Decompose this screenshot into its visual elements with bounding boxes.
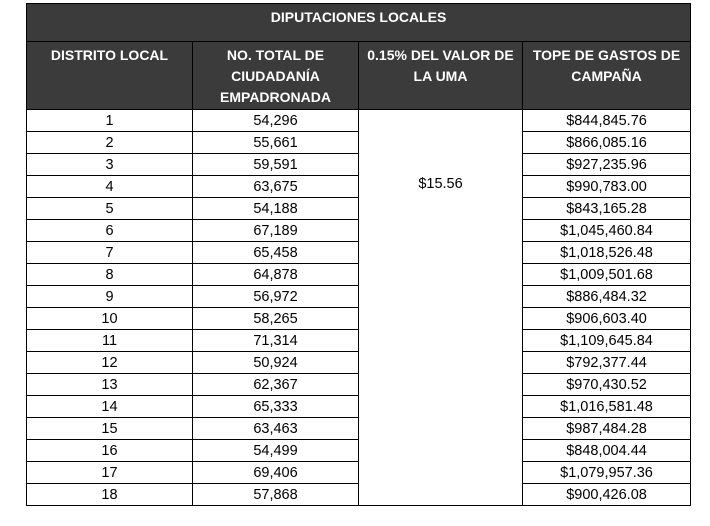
table-row: 2 55,661 $866,085.16	[26, 131, 692, 154]
table-row: 7 65,458 $1,018,526.48	[26, 241, 692, 264]
cell-tope: $1,018,526.48	[521, 241, 692, 264]
cell-ciudadania: 54,296	[192, 109, 359, 132]
cell-distrito: 4	[26, 175, 193, 198]
cell-distrito: 9	[26, 285, 193, 308]
cell-ciudadania: 54,499	[192, 439, 359, 462]
table-row: 11 71,314 $1,109,645.84	[26, 329, 692, 352]
cell-distrito: 10	[26, 307, 193, 330]
cell-distrito: 6	[26, 219, 193, 242]
cell-valor-uma: $15.56	[358, 109, 523, 506]
cell-ciudadania: 65,458	[192, 241, 359, 264]
cell-distrito: 2	[26, 131, 193, 154]
table-row: 6 67,189 $1,045,460.84	[26, 219, 692, 242]
cell-tope: $866,085.16	[521, 131, 692, 154]
cell-tope: $1,016,581.48	[521, 395, 692, 418]
cell-ciudadania: 56,972	[192, 285, 359, 308]
cell-ciudadania: 57,868	[192, 483, 359, 506]
cell-distrito: 8	[26, 263, 193, 286]
cell-tope: $927,235.96	[521, 153, 692, 176]
table-body: 1 54,296 $15.56 $844,845.76 2 55,661 $866,085.…	[26, 109, 692, 506]
header-tope-gastos: TOPE DE GASTOS DE CAMPAÑA	[521, 41, 692, 110]
cell-ciudadania: 63,463	[192, 417, 359, 440]
cell-ciudadania: 69,406	[192, 461, 359, 484]
cell-distrito: 14	[26, 395, 193, 418]
table-row: 1 54,296 $15.56 $844,845.76	[26, 109, 692, 506]
cell-distrito: 1	[26, 109, 193, 132]
cell-ciudadania: 55,661	[192, 131, 359, 154]
cell-tope: $848,004.44	[521, 439, 692, 462]
cell-distrito: 5	[26, 197, 193, 220]
table-row: 13 62,367 $970,430.52	[26, 373, 692, 396]
cell-ciudadania: 63,675	[192, 175, 359, 198]
cell-distrito: 12	[26, 351, 193, 374]
header-distrito-local: DISTRITO LOCAL	[26, 41, 193, 110]
cell-tope: $906,603.40	[521, 307, 692, 330]
cell-ciudadania: 59,591	[192, 153, 359, 176]
cell-distrito: 17	[26, 461, 193, 484]
cell-distrito: 11	[26, 329, 193, 352]
table-row: 15 63,463 $987,484.28	[26, 417, 692, 440]
cell-distrito: 13	[26, 373, 193, 396]
cell-tope: $1,009,501.68	[521, 263, 692, 286]
table-row: 14 65,333 $1,016,581.48	[26, 395, 692, 418]
cell-tope: $970,430.52	[521, 373, 692, 396]
title-row: DIPUTACIONES LOCALES	[25, 3, 692, 42]
table-row: 9 56,972 $886,484.32	[26, 285, 692, 308]
cell-ciudadania: 58,265	[192, 307, 359, 330]
cell-tope: $844,845.76	[521, 109, 692, 132]
cell-ciudadania: 50,924	[192, 351, 359, 374]
header-valor-uma: 0.15% DEL VALOR DE LA UMA	[358, 41, 523, 110]
cell-ciudadania: 64,878	[192, 263, 359, 286]
cell-distrito: 16	[26, 439, 193, 462]
cell-tope: $900,426.08	[521, 483, 692, 506]
cell-tope: $990,783.00	[521, 175, 692, 198]
cell-tope: $1,109,645.84	[521, 329, 692, 352]
cell-tope: $792,377.44	[521, 351, 692, 374]
cell-tope: $1,079,957.36	[521, 461, 692, 484]
diputaciones-table: DIPUTACIONES LOCALES DISTRITO LOCAL NO. …	[25, 3, 692, 506]
cell-distrito: 7	[26, 241, 193, 264]
cell-tope: $843,165.28	[521, 197, 692, 220]
cell-ciudadania: 71,314	[192, 329, 359, 352]
cell-ciudadania: 54,188	[192, 197, 359, 220]
table-row: 10 58,265 $906,603.40	[26, 307, 692, 330]
cell-tope: $987,484.28	[521, 417, 692, 440]
cell-tope: $886,484.32	[521, 285, 692, 308]
table-row: 12 50,924 $792,377.44	[26, 351, 692, 374]
cell-ciudadania: 67,189	[192, 219, 359, 242]
cell-distrito: 3	[26, 153, 193, 176]
cell-distrito: 18	[26, 483, 193, 506]
cell-ciudadania: 62,367	[192, 373, 359, 396]
header-row: DISTRITO LOCAL NO. TOTAL DE CIUDADANÍA E…	[26, 41, 692, 110]
table-title: DIPUTACIONES LOCALES	[25, 3, 692, 42]
cell-distrito: 15	[26, 417, 193, 440]
cell-ciudadania: 65,333	[192, 395, 359, 418]
table-row: 18 57,868 $900,426.08	[26, 483, 692, 506]
cell-tope: $1,045,460.84	[521, 219, 692, 242]
header-ciudadania-empadronada: NO. TOTAL DE CIUDADANÍA EMPADRONADA	[192, 41, 359, 110]
